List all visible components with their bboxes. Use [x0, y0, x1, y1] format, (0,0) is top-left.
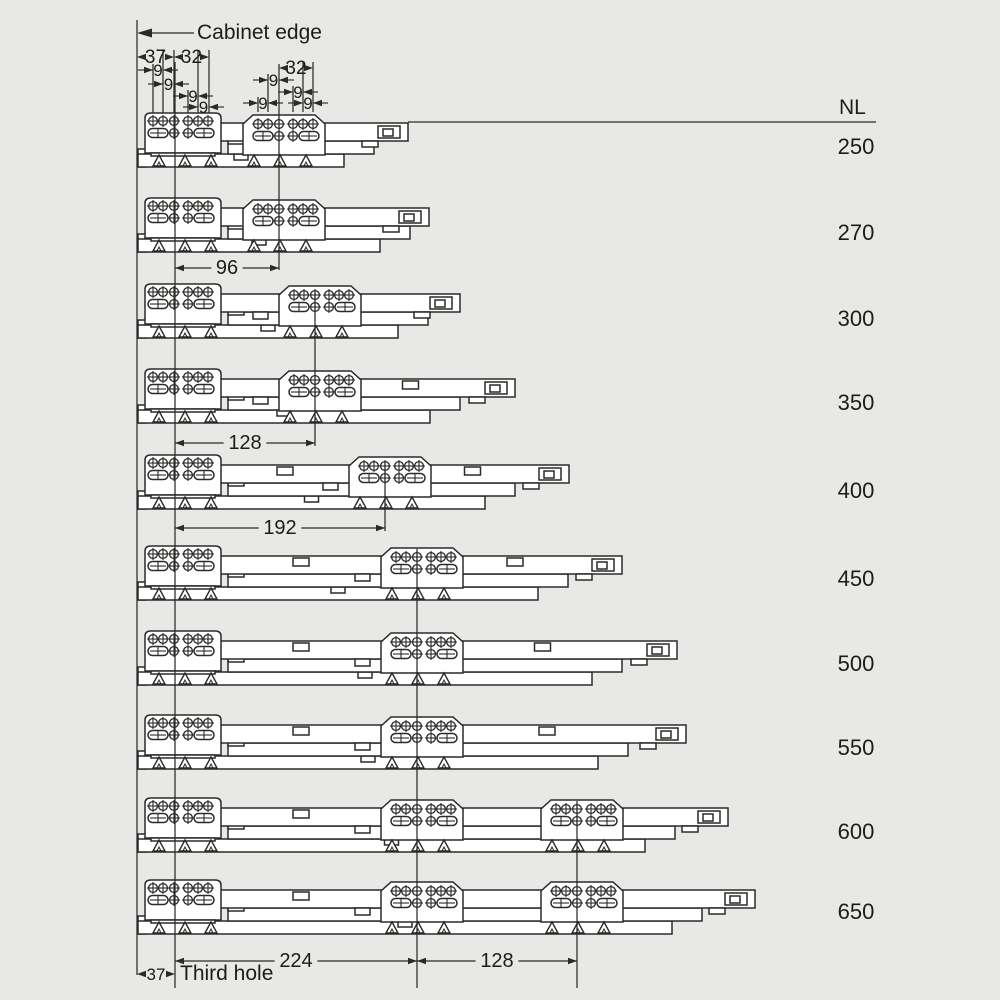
- dimension-label: 9: [199, 98, 208, 117]
- reference-lines: [136, 20, 578, 988]
- slide-row-270: [137, 197, 430, 253]
- nl-value-400: 400: [838, 478, 875, 503]
- nl-value-350: 350: [838, 390, 875, 415]
- dimension-label: 9: [164, 75, 173, 94]
- dimension-label: 37: [147, 965, 166, 984]
- slide-row-600: [137, 797, 729, 853]
- dimension-label: 9: [269, 71, 278, 90]
- dimension-label: 37: [145, 47, 166, 68]
- nl-value-250: 250: [838, 134, 875, 159]
- nl-value-450: 450: [838, 566, 875, 591]
- nl-value-300: 300: [838, 306, 875, 331]
- slide-row-650: [137, 879, 756, 935]
- dimension-label: 32: [181, 47, 202, 68]
- nl-value-500: 500: [838, 651, 875, 676]
- slide-row-250: [137, 112, 409, 168]
- third-hole-label: Third hole: [180, 962, 274, 985]
- nl-column-header: NL: [839, 96, 866, 119]
- slide-row-450: [137, 545, 623, 601]
- slide-row-400: [137, 454, 570, 510]
- nl-value-270: 270: [838, 220, 875, 245]
- dimension-label: 9: [153, 61, 162, 80]
- dimension-label: 128: [228, 432, 261, 454]
- nl-value-600: 600: [838, 819, 875, 844]
- dimension-label: 32: [285, 58, 306, 79]
- slide-row-350: [137, 368, 516, 424]
- slide-row-500: [137, 630, 678, 686]
- cabinet-edge-label: Cabinet edge: [197, 21, 322, 44]
- dimension-label: 224: [279, 950, 312, 972]
- nl-value-550: 550: [838, 735, 875, 760]
- dimension-label: 128: [480, 950, 513, 972]
- cabinet-edge-leader: [137, 28, 194, 38]
- dimension-label: 192: [263, 517, 296, 539]
- nl-value-650: 650: [838, 899, 875, 924]
- dimension-label: 9: [293, 83, 302, 102]
- dimension-label: 9: [303, 94, 312, 113]
- dimension-label: 9: [188, 87, 197, 106]
- slide-row-550: [137, 714, 687, 770]
- dimension-label: 9: [258, 94, 267, 113]
- dimension-label: 96: [216, 257, 238, 279]
- nl-column: 250 270 300 350 400 450 500 550 600 650: [408, 121, 876, 924]
